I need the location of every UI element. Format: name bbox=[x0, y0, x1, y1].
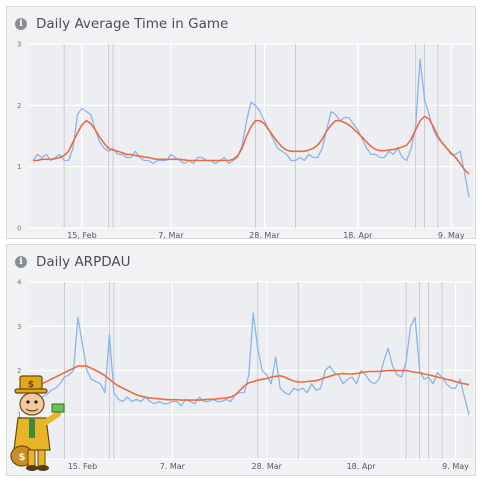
y-tick-label: 3 bbox=[17, 323, 21, 331]
y-tick-label: 2 bbox=[17, 367, 21, 375]
average-series-line[interactable] bbox=[32, 365, 470, 401]
y-tick-label: 4 bbox=[17, 279, 22, 287]
chart-panel-time-in-game: i Daily Average Time in Game 0 1 2 3 15. Feb… bbox=[6, 6, 476, 240]
x-tick-label: 28. Mar bbox=[249, 231, 280, 240]
info-icon[interactable]: i bbox=[15, 256, 27, 268]
y-tick-label: 0 bbox=[17, 225, 21, 233]
x-tick-label: 9. May bbox=[438, 231, 465, 240]
x-tick-label: 7. Mar bbox=[158, 231, 184, 240]
mascot-character-icon: $ $ bbox=[10, 375, 65, 471]
x-tick-label: 15. Feb bbox=[68, 462, 97, 471]
y-tick-label: 1 bbox=[17, 163, 21, 171]
y-tick-label: 1 bbox=[17, 411, 21, 419]
info-icon[interactable]: i bbox=[15, 18, 27, 30]
svg-text:$: $ bbox=[28, 380, 34, 390]
plot-area bbox=[29, 44, 473, 228]
y-tick-label: 3 bbox=[17, 41, 21, 49]
x-tick-label: 15. Feb bbox=[67, 231, 96, 240]
chart-title: Daily Average Time in Game bbox=[36, 16, 229, 32]
average-series-line[interactable] bbox=[33, 115, 470, 175]
x-tick-label: 28. Mar bbox=[252, 462, 283, 471]
chart-title: Daily ARPDAU bbox=[36, 254, 131, 270]
raw-series-line[interactable] bbox=[32, 312, 470, 415]
svg-text:$: $ bbox=[19, 452, 26, 463]
y-tick-label: 2 bbox=[17, 102, 21, 110]
x-tick-label: 18. Apr bbox=[343, 231, 373, 240]
x-tick-label: 9. May bbox=[442, 462, 469, 471]
chart-time-in-game: 0 1 2 3 15. Feb 7. Mar 28. Mar 18. Apr 9. May bbox=[17, 41, 473, 240]
x-tick-label: 18. Apr bbox=[347, 462, 377, 471]
raw-series-line[interactable] bbox=[32, 58, 470, 198]
x-tick-label: 7. Mar bbox=[160, 462, 186, 471]
